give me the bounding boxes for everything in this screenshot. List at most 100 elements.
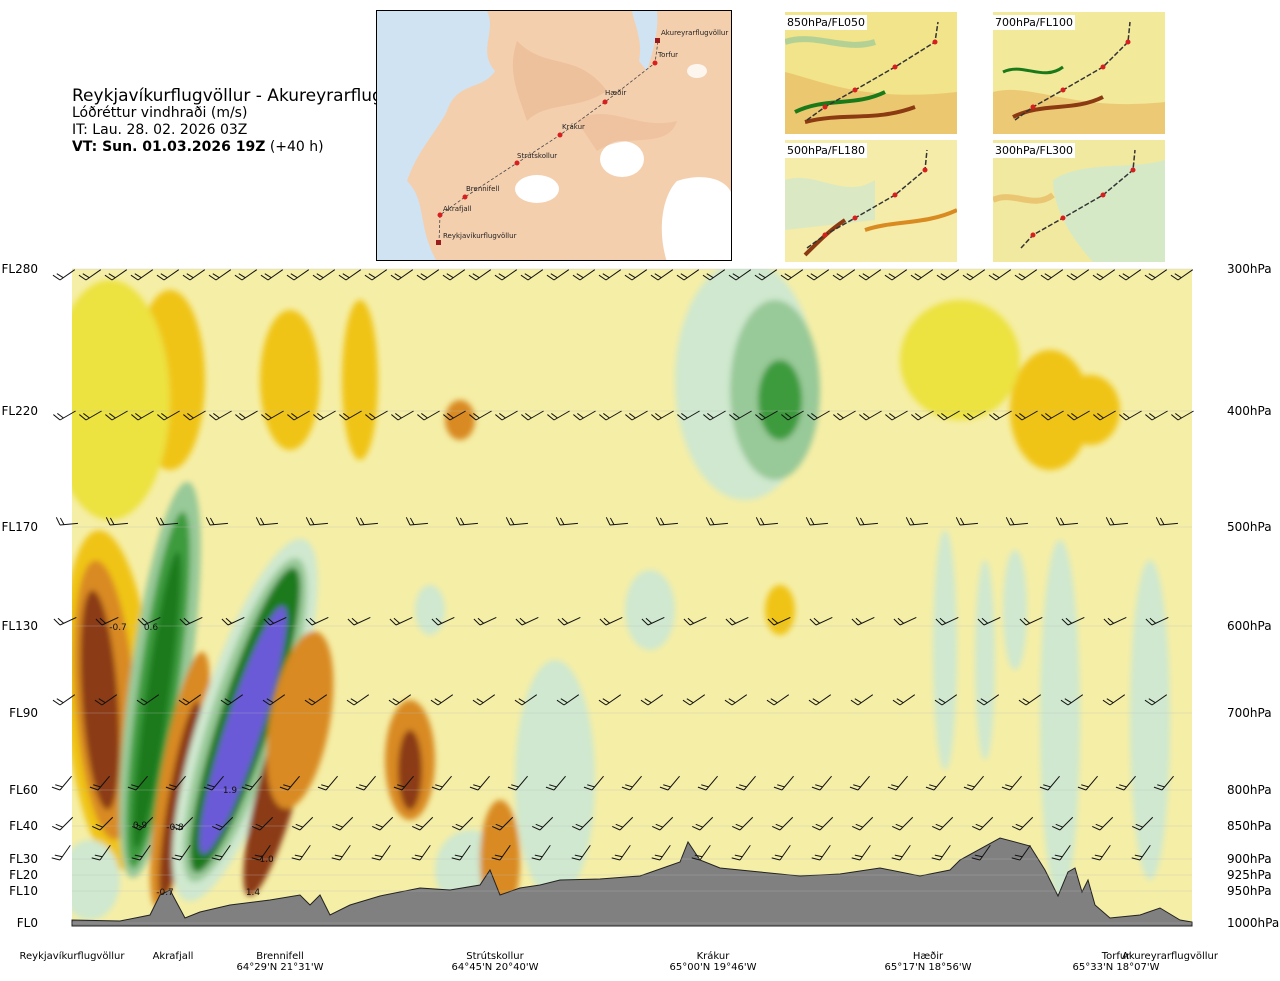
wind-barb [780, 269, 804, 281]
wind-barb [305, 616, 329, 626]
wind-barb [430, 694, 454, 706]
wind-barb [583, 775, 604, 791]
location-name: Brennifell [256, 951, 304, 962]
field-region [1040, 540, 1080, 900]
value-annotation: -0.7 [156, 888, 174, 898]
wind-barb [55, 517, 78, 526]
wind-barb [598, 269, 622, 281]
wind-barb [1067, 410, 1090, 421]
wind-barb [611, 844, 631, 861]
wind-barb [851, 844, 871, 861]
route-map: Akureyrarflugvöllur Torfur Hæðir Krákur … [376, 10, 732, 261]
wind-barb [391, 410, 414, 421]
wind-barb [988, 269, 1012, 281]
wind-barb [332, 816, 354, 831]
wind-barb [416, 269, 440, 281]
wind-barb [1092, 816, 1114, 831]
wind-barb [691, 844, 711, 861]
left-level-label: FL40 [9, 819, 38, 833]
right-level-label: 500hPa [1227, 520, 1272, 534]
wind-barb [212, 816, 234, 831]
wind-barb [1092, 269, 1116, 281]
wind-barb [771, 844, 791, 861]
wind-barb [1132, 816, 1154, 831]
wind-barb [655, 517, 678, 526]
field-region [199, 606, 287, 854]
location-label: Strútskollur 64°45'N 20°40'W [425, 951, 565, 973]
wind-barb [431, 616, 455, 626]
wind-barb [850, 694, 874, 706]
minimap-500hpa-label: 500hPa/FL180 [785, 143, 868, 158]
wind-barb [858, 269, 882, 281]
wind-barb [767, 616, 791, 626]
left-level-label: FL90 [9, 706, 38, 720]
wind-barb [931, 844, 951, 861]
value-annotations: -0.7 0.6 1.9 0.9 -0.8 -1.0 -0.7 1.4 [109, 623, 274, 898]
left-level-label: FL220 [1, 404, 39, 418]
minimap-850hpa-label: 850hPa/FL050 [785, 15, 868, 30]
wind-barb [1091, 844, 1111, 861]
wind-barb [389, 616, 413, 626]
wind-barb [104, 269, 128, 281]
wind-barb [659, 775, 680, 791]
init-time: IT: Lau. 28. 02. 2026 03Z [72, 122, 248, 138]
field-region [398, 730, 422, 810]
wind-barb [612, 816, 634, 831]
wind-barb [1012, 816, 1034, 831]
wind-barb [773, 775, 794, 791]
location-coord: 64°29'N 21°31'W [236, 962, 324, 973]
map-label-strutskollur: Strútskollur [517, 152, 557, 160]
wind-barbs [51, 269, 1194, 861]
wind-barb [532, 816, 554, 831]
value-annotation: 1.4 [246, 888, 261, 898]
wind-barb [313, 410, 336, 421]
wind-barb [1144, 269, 1168, 281]
wind-barb [364, 269, 388, 281]
wind-barb [1170, 269, 1194, 281]
wind-barb [393, 775, 414, 791]
minimap-500hpa-graphic [785, 140, 957, 262]
minimap-300hpa-label: 300hPa/FL300 [993, 143, 1076, 158]
left-level-label: FL280 [1, 262, 39, 276]
wind-barb [772, 816, 794, 831]
wind-barb [1119, 410, 1142, 421]
wind-barb [731, 844, 751, 861]
wind-barb [812, 816, 834, 831]
map-label-akureyrarflugvollur: Akureyrarflugvöllur [661, 29, 728, 37]
wind-barb [52, 816, 74, 831]
wind-barb [1131, 844, 1151, 861]
wind-barb [405, 517, 428, 526]
map-label-krakur: Krákur [562, 123, 585, 131]
wind-barb [545, 775, 566, 791]
wind-barb [263, 616, 287, 626]
wind-barb [241, 775, 262, 791]
field-region [933, 530, 957, 770]
wind-barb [936, 269, 960, 281]
wind-barb [651, 410, 674, 421]
wind-barb [1040, 269, 1064, 281]
wind-barb [573, 410, 596, 421]
wind-barb [683, 616, 707, 626]
location-label: Krákur 65°00'N 19°46'W [643, 951, 783, 973]
wind-barb [1055, 517, 1078, 526]
wind-barb [411, 844, 431, 861]
wind-barb [165, 775, 186, 791]
wind-barb [1171, 410, 1194, 421]
wind-barb [547, 410, 570, 421]
location-name: Torfur [1101, 951, 1131, 962]
wind-barb [962, 269, 986, 281]
wind-barb [624, 269, 648, 281]
wind-barb [1039, 775, 1060, 791]
wind-barb [1118, 269, 1142, 281]
field-region [1010, 350, 1090, 470]
wind-barb [127, 775, 148, 791]
wind-barb [312, 269, 336, 281]
wind-barb [729, 410, 752, 421]
wind-barb [805, 517, 828, 526]
wind-barb [205, 517, 228, 526]
wind-barb [286, 269, 310, 281]
wind-barb [1041, 410, 1064, 421]
field-region [266, 631, 334, 809]
wind-barb [725, 616, 749, 626]
wind-barb [572, 816, 594, 831]
